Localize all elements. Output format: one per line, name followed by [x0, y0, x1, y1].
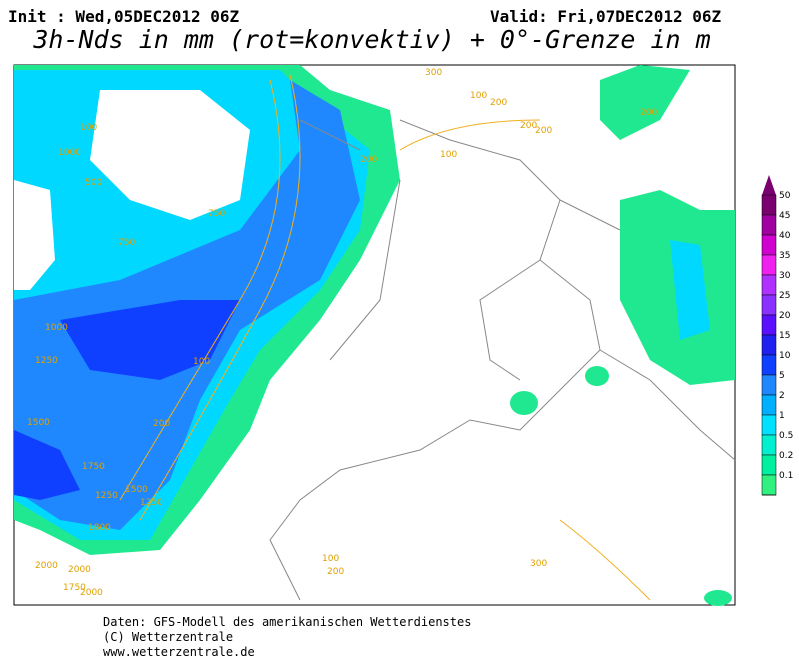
- precip-spot: [510, 391, 538, 415]
- precip-spot: [585, 366, 609, 386]
- legend-swatch: [761, 374, 777, 396]
- legend-swatch: [761, 394, 777, 416]
- dry-area-2: [14, 180, 55, 290]
- legend-label: 0.1: [779, 471, 793, 481]
- legend-label: 35: [779, 251, 790, 261]
- contour-label: 1000: [58, 148, 81, 158]
- contour-label: 100: [80, 123, 97, 133]
- legend-swatch: [761, 214, 777, 236]
- legend-label: 10: [779, 351, 791, 361]
- contour-label: 200: [640, 108, 657, 118]
- precip-east-1: [670, 240, 710, 340]
- precip-ne: [600, 65, 690, 140]
- contour-label: 1000: [45, 323, 68, 333]
- precip-spot: [704, 590, 732, 606]
- contour-label: 2000: [68, 565, 91, 575]
- legend-label: 0.2: [779, 451, 793, 461]
- legend-swatch: [761, 194, 777, 216]
- contour-label: 200: [327, 567, 344, 577]
- legend-swatch: [761, 274, 777, 296]
- legend-swatch: [761, 354, 777, 376]
- contour-label: 200: [535, 126, 552, 136]
- legend-swatch: [761, 414, 777, 436]
- contour-label: 200: [490, 98, 507, 108]
- legend-label: 20: [779, 311, 791, 321]
- map: [13, 64, 736, 606]
- legend-swatch: [761, 474, 777, 496]
- legend-swatch: [761, 334, 777, 356]
- precip-10b: [14, 430, 80, 500]
- contour-label: 200: [360, 155, 377, 165]
- legend-label: 15: [779, 331, 790, 341]
- legend-label: 45: [779, 211, 790, 221]
- legend-swatch: [761, 314, 777, 336]
- legend-label: 25: [779, 291, 790, 301]
- legend-swatch: [761, 454, 777, 476]
- init-time: Init : Wed,05DEC2012 06Z: [8, 7, 240, 26]
- legend-label: 30: [779, 271, 791, 281]
- contour-label: 300: [530, 559, 547, 569]
- contour-label: 2000: [80, 588, 103, 598]
- contour-label: 100: [322, 554, 339, 564]
- legend-label: 1: [779, 411, 785, 421]
- legend-swatch: [761, 434, 777, 456]
- legend-swatch: [761, 254, 777, 276]
- map-title: 3h-Nds in mm (rot=konvektiv) + 0°-Grenze…: [32, 25, 710, 54]
- contour-label: 1500: [27, 418, 50, 428]
- legend-swatch: [761, 294, 777, 316]
- footer-source: Daten: GFS-Modell des amerikanischen Wet…: [103, 615, 471, 629]
- contour-label: 1250: [35, 356, 58, 366]
- footer-url: www.wetterzentrale.de: [103, 645, 255, 659]
- contour-label: 750: [208, 209, 225, 219]
- contour-label: 1750: [82, 462, 105, 472]
- contour-label: 200: [153, 419, 170, 429]
- contour-label: 1250: [95, 491, 118, 501]
- legend-label: 2: [779, 391, 785, 401]
- contour-label: 1750: [63, 583, 86, 593]
- contour-label: 100: [470, 91, 487, 101]
- contour-label: 2000: [35, 561, 58, 571]
- freezing-level-contours: [119, 74, 651, 601]
- precip-10: [60, 300, 240, 380]
- valid-time: Valid: Fri,07DEC2012 06Z: [490, 7, 722, 26]
- contour-label: 1800: [88, 523, 111, 533]
- footer-copyright: (C) Wetterzentrale: [103, 630, 233, 644]
- contour-label: 500: [85, 178, 102, 188]
- dry-area: [90, 90, 250, 220]
- legend-tip: [762, 175, 776, 195]
- contour-label: 100: [440, 150, 457, 160]
- contour-label: 1500: [125, 485, 148, 495]
- legend-label: 50: [779, 191, 791, 201]
- contour-label: 1250: [140, 498, 163, 508]
- legend-label: 5: [779, 371, 785, 381]
- borders: [269, 119, 736, 601]
- contour-label: 750: [118, 238, 135, 248]
- legend-swatch: [761, 234, 777, 256]
- legend-label: 40: [779, 231, 791, 241]
- contour-label: 100: [193, 357, 210, 367]
- contour-label: 300: [425, 68, 442, 78]
- contour-label: 200: [520, 121, 537, 131]
- legend-label: 0.5: [779, 431, 793, 441]
